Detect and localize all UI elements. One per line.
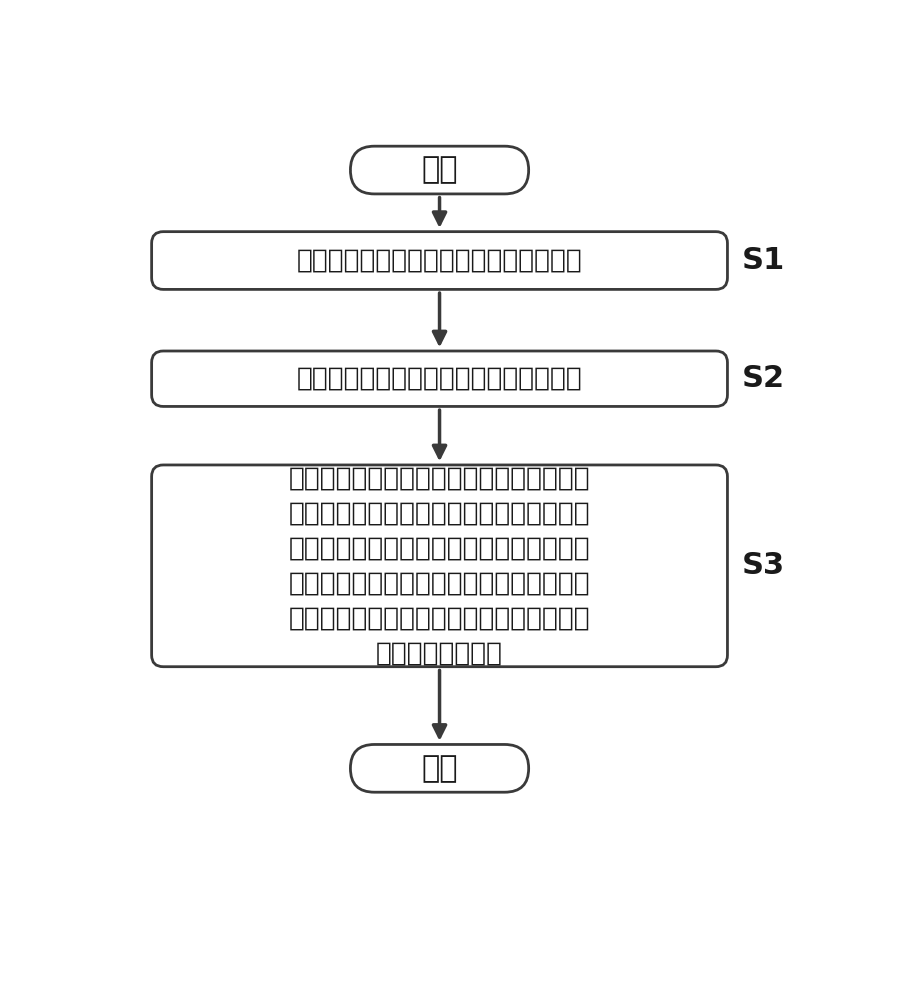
Text: 制作表面具有单细胞微图案阵列的盖玻片: 制作表面具有单细胞微图案阵列的盖玻片 [297,248,582,274]
Text: 结束: 结束 [421,754,457,783]
FancyBboxPatch shape [152,232,727,289]
FancyBboxPatch shape [152,465,727,667]
Text: 对培养皿底部的玻璃衬底进行亲水化处理: 对培养皿底部的玻璃衬底进行亲水化处理 [297,366,582,392]
Text: 开始: 开始 [421,156,457,185]
FancyBboxPatch shape [152,351,727,406]
FancyBboxPatch shape [350,146,528,194]
Text: S2: S2 [741,364,784,393]
Text: S3: S3 [741,551,784,580]
Text: S1: S1 [741,246,784,275]
FancyBboxPatch shape [350,744,528,792]
Text: 在亲水化处理后的培养皿中加入含有荧光颗
粒的聚丙烯酰胺预聚液，采用所述表面具有
单细胞微图案阵列的盖玻片压印所述聚丙烯
酰胺预聚液，待聚丙烯酰胺溶液凝固后，得
: 在亲水化处理后的培养皿中加入含有荧光颗 粒的聚丙烯酰胺预聚液，采用所述表面具有 … [289,465,590,666]
